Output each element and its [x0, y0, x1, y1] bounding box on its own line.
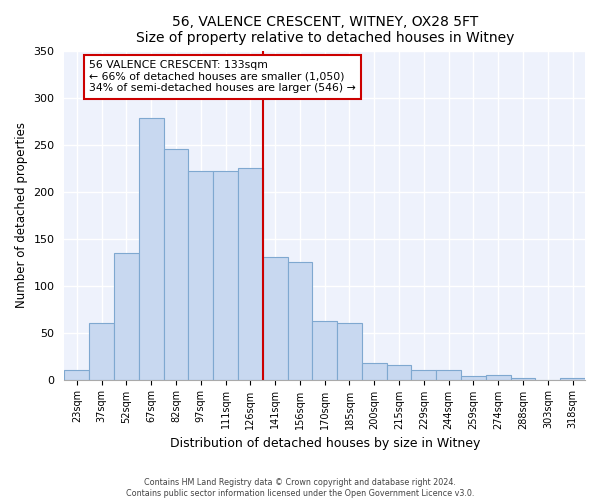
Bar — [287, 262, 313, 380]
Bar — [362, 362, 386, 380]
X-axis label: Distribution of detached houses by size in Witney: Distribution of detached houses by size … — [170, 437, 480, 450]
Bar — [64, 370, 89, 380]
Y-axis label: Number of detached properties: Number of detached properties — [15, 122, 28, 308]
Bar — [461, 376, 486, 380]
Bar — [560, 378, 585, 380]
Bar — [412, 370, 436, 380]
Text: 56 VALENCE CRESCENT: 133sqm
← 66% of detached houses are smaller (1,050)
34% of : 56 VALENCE CRESCENT: 133sqm ← 66% of det… — [89, 60, 356, 93]
Bar — [188, 171, 213, 380]
Bar — [436, 370, 461, 380]
Bar — [164, 149, 188, 380]
Title: 56, VALENCE CRESCENT, WITNEY, OX28 5FT
Size of property relative to detached hou: 56, VALENCE CRESCENT, WITNEY, OX28 5FT S… — [136, 15, 514, 45]
Bar — [213, 171, 238, 380]
Bar — [313, 322, 337, 380]
Bar — [337, 323, 362, 380]
Bar — [238, 168, 263, 380]
Bar — [486, 375, 511, 380]
Bar — [114, 252, 139, 380]
Text: Contains HM Land Registry data © Crown copyright and database right 2024.
Contai: Contains HM Land Registry data © Crown c… — [126, 478, 474, 498]
Bar — [386, 366, 412, 380]
Bar — [139, 118, 164, 380]
Bar — [89, 323, 114, 380]
Bar — [511, 378, 535, 380]
Bar — [263, 258, 287, 380]
